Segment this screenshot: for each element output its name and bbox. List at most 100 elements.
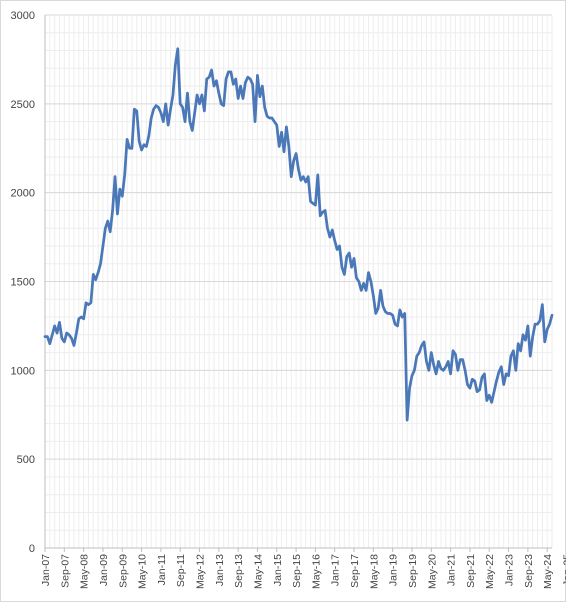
data-point	[201, 94, 203, 96]
data-point	[525, 339, 527, 341]
data-point	[493, 391, 495, 393]
data-point	[206, 78, 208, 80]
data-point	[233, 83, 235, 85]
data-point	[237, 98, 239, 100]
data-point	[529, 355, 531, 357]
data-point	[310, 201, 312, 203]
data-point	[334, 240, 336, 242]
data-point	[160, 112, 162, 114]
data-point	[235, 78, 237, 80]
data-point	[307, 176, 309, 178]
data-point	[54, 325, 56, 327]
x-tick-label: May-20	[426, 554, 438, 589]
data-point	[447, 361, 449, 363]
data-point	[109, 231, 111, 233]
x-tick-label: May-16	[310, 554, 322, 589]
x-tick-label: Sep-15	[291, 554, 303, 588]
data-point	[293, 160, 295, 162]
data-point	[317, 174, 319, 176]
data-point	[194, 112, 196, 114]
data-point	[278, 146, 280, 148]
data-point	[459, 359, 461, 361]
data-point	[426, 361, 428, 363]
x-tick-label: Jan-11	[156, 554, 168, 585]
data-point	[107, 220, 109, 222]
x-tick-label: May-14	[252, 554, 264, 589]
data-point	[549, 323, 551, 325]
data-point	[288, 146, 290, 148]
data-point	[348, 252, 350, 254]
data-point	[464, 370, 466, 372]
data-point	[95, 279, 97, 281]
data-point	[484, 373, 486, 375]
y-tick-labels: 0 500 1000 1500 2000 2500 3000	[11, 10, 35, 555]
data-point	[445, 366, 447, 368]
data-point	[257, 75, 259, 77]
y-tick-label: 1500	[11, 277, 35, 289]
data-point	[281, 131, 283, 133]
data-point	[303, 176, 305, 178]
data-point	[261, 85, 263, 87]
data-point	[136, 110, 138, 112]
data-point	[114, 176, 116, 178]
data-point	[476, 391, 478, 393]
data-point	[80, 316, 82, 318]
data-point	[274, 121, 276, 123]
data-point	[440, 368, 442, 370]
data-point	[373, 295, 375, 297]
x-tick-label: Sep-23	[523, 554, 535, 588]
data-point	[170, 108, 172, 110]
y-tick-label: 2500	[11, 99, 35, 111]
data-point	[428, 370, 430, 372]
data-point	[47, 336, 49, 338]
data-point	[141, 149, 143, 151]
data-point	[450, 373, 452, 375]
data-point	[394, 323, 396, 325]
data-point	[189, 121, 191, 123]
data-point	[78, 318, 80, 320]
axes	[44, 15, 552, 549]
data-point	[542, 304, 544, 306]
x-tick-label: Sep-07	[59, 554, 71, 588]
data-point	[510, 355, 512, 357]
data-point	[491, 402, 493, 404]
data-point	[351, 266, 353, 268]
data-point	[356, 277, 358, 279]
data-point	[418, 352, 420, 354]
data-point	[305, 181, 307, 183]
data-point	[276, 124, 278, 126]
data-point	[324, 210, 326, 212]
data-point	[382, 306, 384, 308]
data-point	[365, 290, 367, 292]
data-point	[163, 121, 165, 123]
x-tick-label: May-12	[195, 554, 207, 589]
x-tick-label: May-08	[79, 554, 91, 589]
data-point	[266, 115, 268, 117]
data-point	[44, 336, 46, 338]
data-point	[213, 85, 215, 87]
data-point	[124, 174, 126, 176]
data-point	[68, 334, 70, 336]
data-point	[498, 371, 500, 373]
data-point	[402, 316, 404, 318]
data-point	[88, 304, 90, 306]
x-tick-label: Sep-17	[349, 554, 361, 588]
data-point	[220, 103, 222, 105]
data-point	[204, 110, 206, 112]
data-point	[404, 313, 406, 315]
data-point	[443, 370, 445, 372]
data-point	[218, 92, 220, 94]
data-point	[76, 332, 78, 334]
data-point	[172, 94, 174, 96]
data-point	[479, 389, 481, 391]
data-point	[71, 338, 73, 340]
data-point	[187, 92, 189, 94]
data-point	[435, 373, 437, 375]
data-point	[462, 359, 464, 361]
data-point	[455, 354, 457, 356]
data-point	[452, 350, 454, 352]
data-point	[105, 227, 107, 229]
data-point	[271, 117, 273, 119]
